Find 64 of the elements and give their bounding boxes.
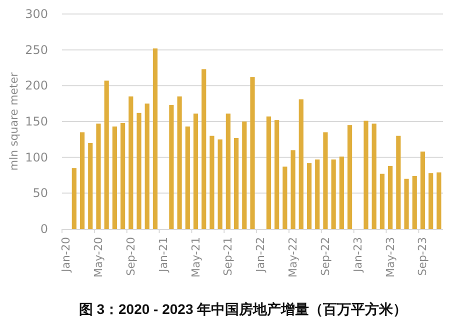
text: 图 3：2020 - 2023 年中国房地产增量（百万平方米） — [78, 301, 408, 317]
bar — [218, 139, 222, 229]
x-tick-label: May-21 — [189, 237, 202, 278]
bar — [428, 173, 434, 229]
y-tick-label: 300 — [25, 7, 48, 21]
bar — [234, 138, 239, 229]
x-tick-label: Sep-22 — [318, 237, 332, 276]
bar — [331, 159, 336, 229]
bar — [380, 174, 384, 229]
bar — [96, 124, 101, 229]
bar — [436, 172, 442, 229]
bar — [396, 136, 401, 229]
bar — [372, 124, 376, 229]
bar — [388, 166, 393, 229]
bar — [210, 136, 214, 229]
bar — [80, 132, 85, 229]
bar — [136, 112, 142, 229]
bar — [290, 150, 296, 229]
y-tick-label: 0 — [40, 222, 48, 236]
bar — [88, 143, 93, 229]
bar — [193, 114, 198, 229]
bar — [347, 125, 352, 229]
bar — [242, 122, 247, 229]
bar — [152, 48, 158, 229]
bar — [104, 80, 109, 229]
x-tick-label: Sep-20 — [124, 237, 138, 276]
x-tick-label: May-22 — [286, 237, 300, 278]
bar — [120, 122, 126, 229]
x-tick-label: Sep-23 — [416, 237, 430, 276]
bar — [144, 104, 150, 229]
y-tick-label: 50 — [32, 186, 48, 200]
bar — [128, 96, 134, 229]
bar — [323, 132, 328, 229]
bar — [185, 126, 190, 229]
y-axis-title: mln square meter — [8, 72, 20, 171]
bar — [404, 178, 409, 229]
bar — [306, 163, 312, 229]
bar — [202, 69, 206, 229]
x-tick-label: Sep-21 — [222, 237, 235, 276]
bar — [364, 120, 368, 229]
y-tick-label: 250 — [25, 42, 48, 57]
bar — [420, 152, 426, 229]
x-tick-label: May-23 — [384, 237, 397, 278]
bar — [72, 168, 76, 229]
bar — [112, 126, 117, 229]
bar — [250, 77, 255, 229]
bar — [226, 114, 230, 229]
bar — [266, 116, 272, 229]
bar — [412, 176, 417, 229]
bar — [177, 96, 182, 229]
x-tick-label: Jan-21 — [156, 237, 170, 273]
bar — [274, 120, 280, 229]
bar — [339, 156, 344, 229]
x-tick-label: May-20 — [92, 237, 105, 278]
x-tick-label: Jan-23 — [351, 237, 364, 273]
bar — [298, 99, 304, 229]
y-tick-label: 200 — [25, 78, 48, 93]
x-tick-label: Jan-20 — [60, 237, 73, 273]
bar — [282, 166, 288, 229]
bar — [169, 105, 174, 229]
y-tick-label: 100 — [25, 150, 48, 164]
x-tick-label: Jan-22 — [254, 237, 268, 273]
y-tick-label: 150 — [25, 114, 48, 128]
bar — [315, 159, 320, 229]
